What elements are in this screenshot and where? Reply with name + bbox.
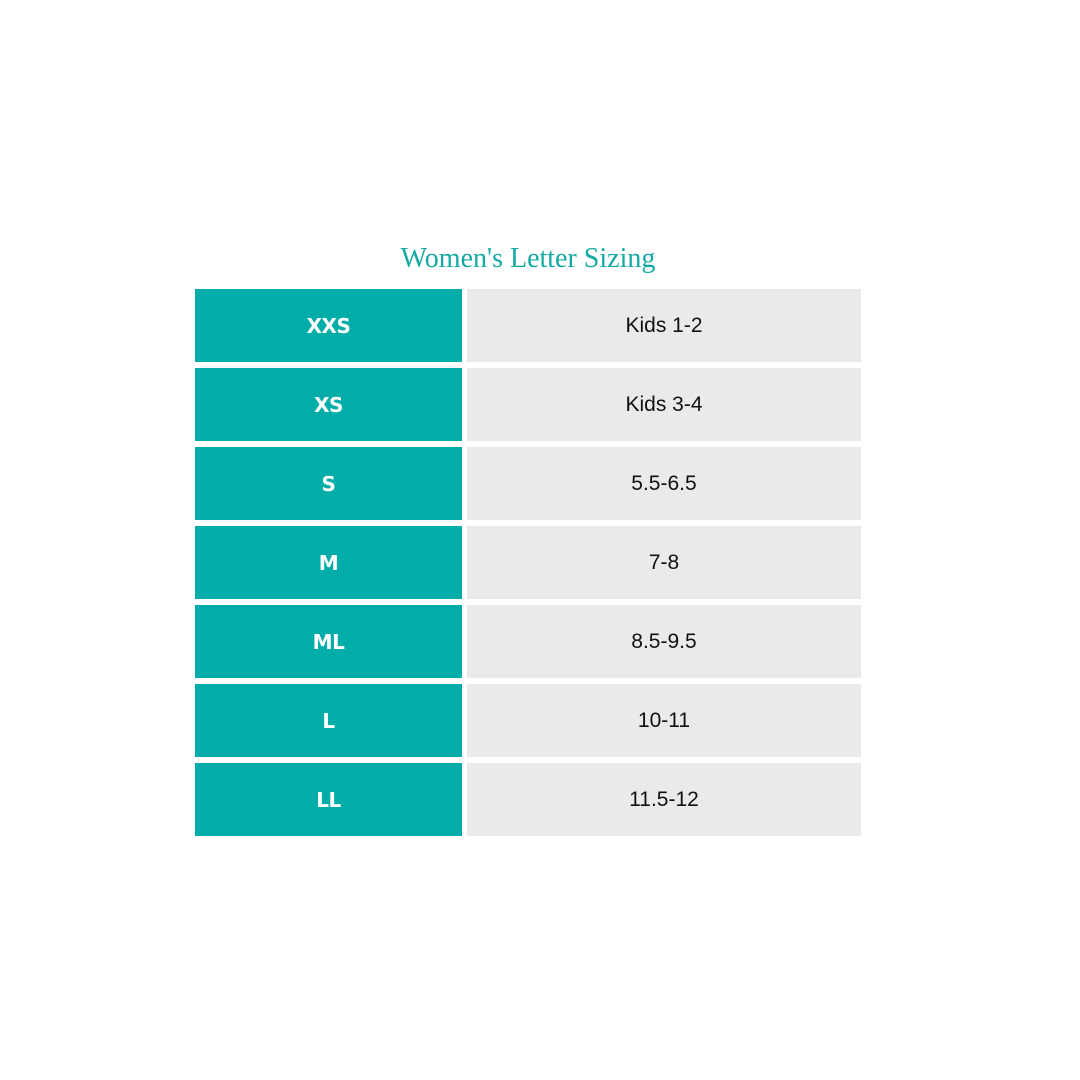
size-label: ML	[195, 605, 462, 678]
table-row: XS Kids 3-4	[195, 368, 861, 441]
table-row: L 10-11	[195, 684, 861, 757]
size-value: 8.5-9.5	[467, 605, 861, 678]
size-label: S	[195, 447, 462, 520]
size-value: 10-11	[467, 684, 861, 757]
size-label: M	[195, 526, 462, 599]
table-row: ML 8.5-9.5	[195, 605, 861, 678]
size-label: XXS	[195, 289, 462, 362]
size-label: L	[195, 684, 462, 757]
size-value: 5.5-6.5	[467, 447, 861, 520]
chart-title: Women's Letter Sizing	[400, 243, 656, 274]
size-value: 11.5-12	[467, 763, 861, 836]
size-table: XXS Kids 1-2 XS Kids 3-4 S 5.5-6.5 M 7-8 ML 8.5-9…	[195, 289, 861, 842]
size-value: Kids 3-4	[467, 368, 861, 441]
size-value: Kids 1-2	[467, 289, 861, 362]
table-row: LL 11.5-12	[195, 763, 861, 836]
size-value: 7-8	[467, 526, 861, 599]
size-label: XS	[195, 368, 462, 441]
table-row: XXS Kids 1-2	[195, 289, 861, 362]
table-row: S 5.5-6.5	[195, 447, 861, 520]
size-label: LL	[195, 763, 462, 836]
table-row: M 7-8	[195, 526, 861, 599]
